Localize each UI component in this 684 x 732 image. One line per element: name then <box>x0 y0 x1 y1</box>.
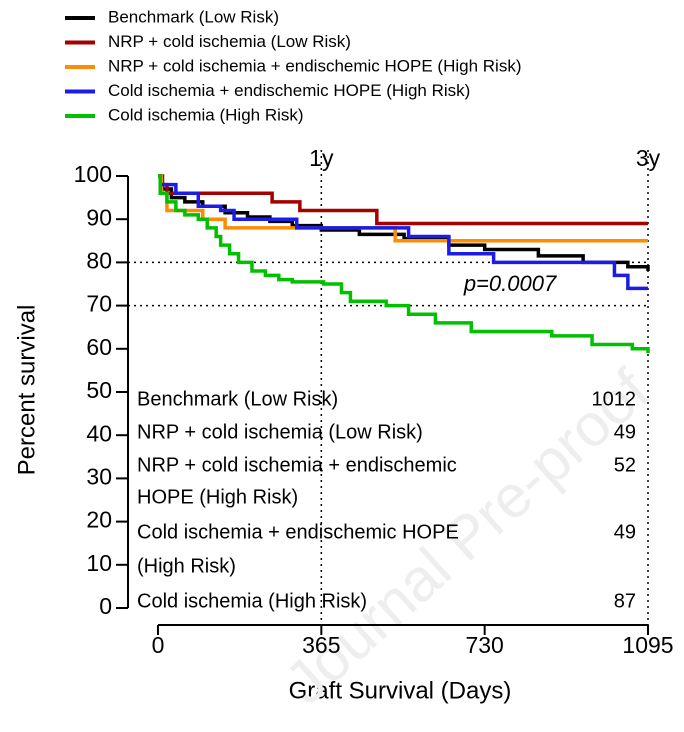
time-marker-label: 3y <box>636 145 661 171</box>
risk-table-count: 1012 <box>592 388 637 410</box>
risk-table-count: 52 <box>614 454 636 476</box>
risk-table-label: NRP + cold ischemia (Low Risk) <box>137 421 423 443</box>
risk-table-label: Cold ischemia + endischemic HOPE <box>137 521 459 543</box>
y-tick-label: 20 <box>86 507 112 533</box>
y-tick-label: 80 <box>86 247 112 273</box>
risk-table-label: Cold ischemia (High Risk) <box>137 590 367 612</box>
survival-curve <box>158 174 650 272</box>
risk-table-label: HOPE (High Risk) <box>137 486 298 508</box>
x-tick-label: 730 <box>465 632 503 658</box>
legend-label: NRP + cold ischemia + endischemic HOPE (… <box>108 56 522 75</box>
y-tick-label: 30 <box>86 463 112 489</box>
legend-label: Cold ischemia (High Risk) <box>108 105 304 124</box>
y-tick-label: 60 <box>86 334 112 360</box>
risk-table-count: 87 <box>614 590 636 612</box>
risk-table-count: 49 <box>614 521 636 543</box>
p-value: p=0.0007 <box>463 271 557 296</box>
risk-table-label: Benchmark (Low Risk) <box>137 388 338 410</box>
risk-table-count: 49 <box>614 421 636 443</box>
survival-curve <box>158 174 648 291</box>
legend-label: NRP + cold ischemia (Low Risk) <box>108 32 351 51</box>
y-tick-label: 70 <box>86 291 112 317</box>
y-axis-label: Percent survival <box>13 305 40 476</box>
y-tick-label: 50 <box>86 377 112 403</box>
x-tick-label: 0 <box>152 632 165 658</box>
y-tick-label: 100 <box>74 161 112 187</box>
x-tick-label: 1095 <box>622 632 673 658</box>
x-axis-label: Graft Survival (Days) <box>289 677 512 704</box>
survival-curve <box>158 174 648 226</box>
risk-table-label: (High Risk) <box>137 555 236 577</box>
legend-label: Cold ischemia + endischemic HOPE (High R… <box>108 81 470 100</box>
legend-label: Benchmark (Low Risk) <box>108 7 279 26</box>
y-tick-label: 40 <box>86 420 112 446</box>
y-tick-label: 90 <box>86 204 112 230</box>
risk-table-label: NRP + cold ischemia + endischemic <box>137 454 457 476</box>
y-tick-label: 0 <box>99 593 112 619</box>
y-tick-label: 10 <box>86 550 112 576</box>
survival-curve <box>158 174 648 243</box>
x-tick-label: 365 <box>302 632 340 658</box>
time-marker-label: 1y <box>309 145 334 171</box>
survival-curve <box>158 174 650 354</box>
